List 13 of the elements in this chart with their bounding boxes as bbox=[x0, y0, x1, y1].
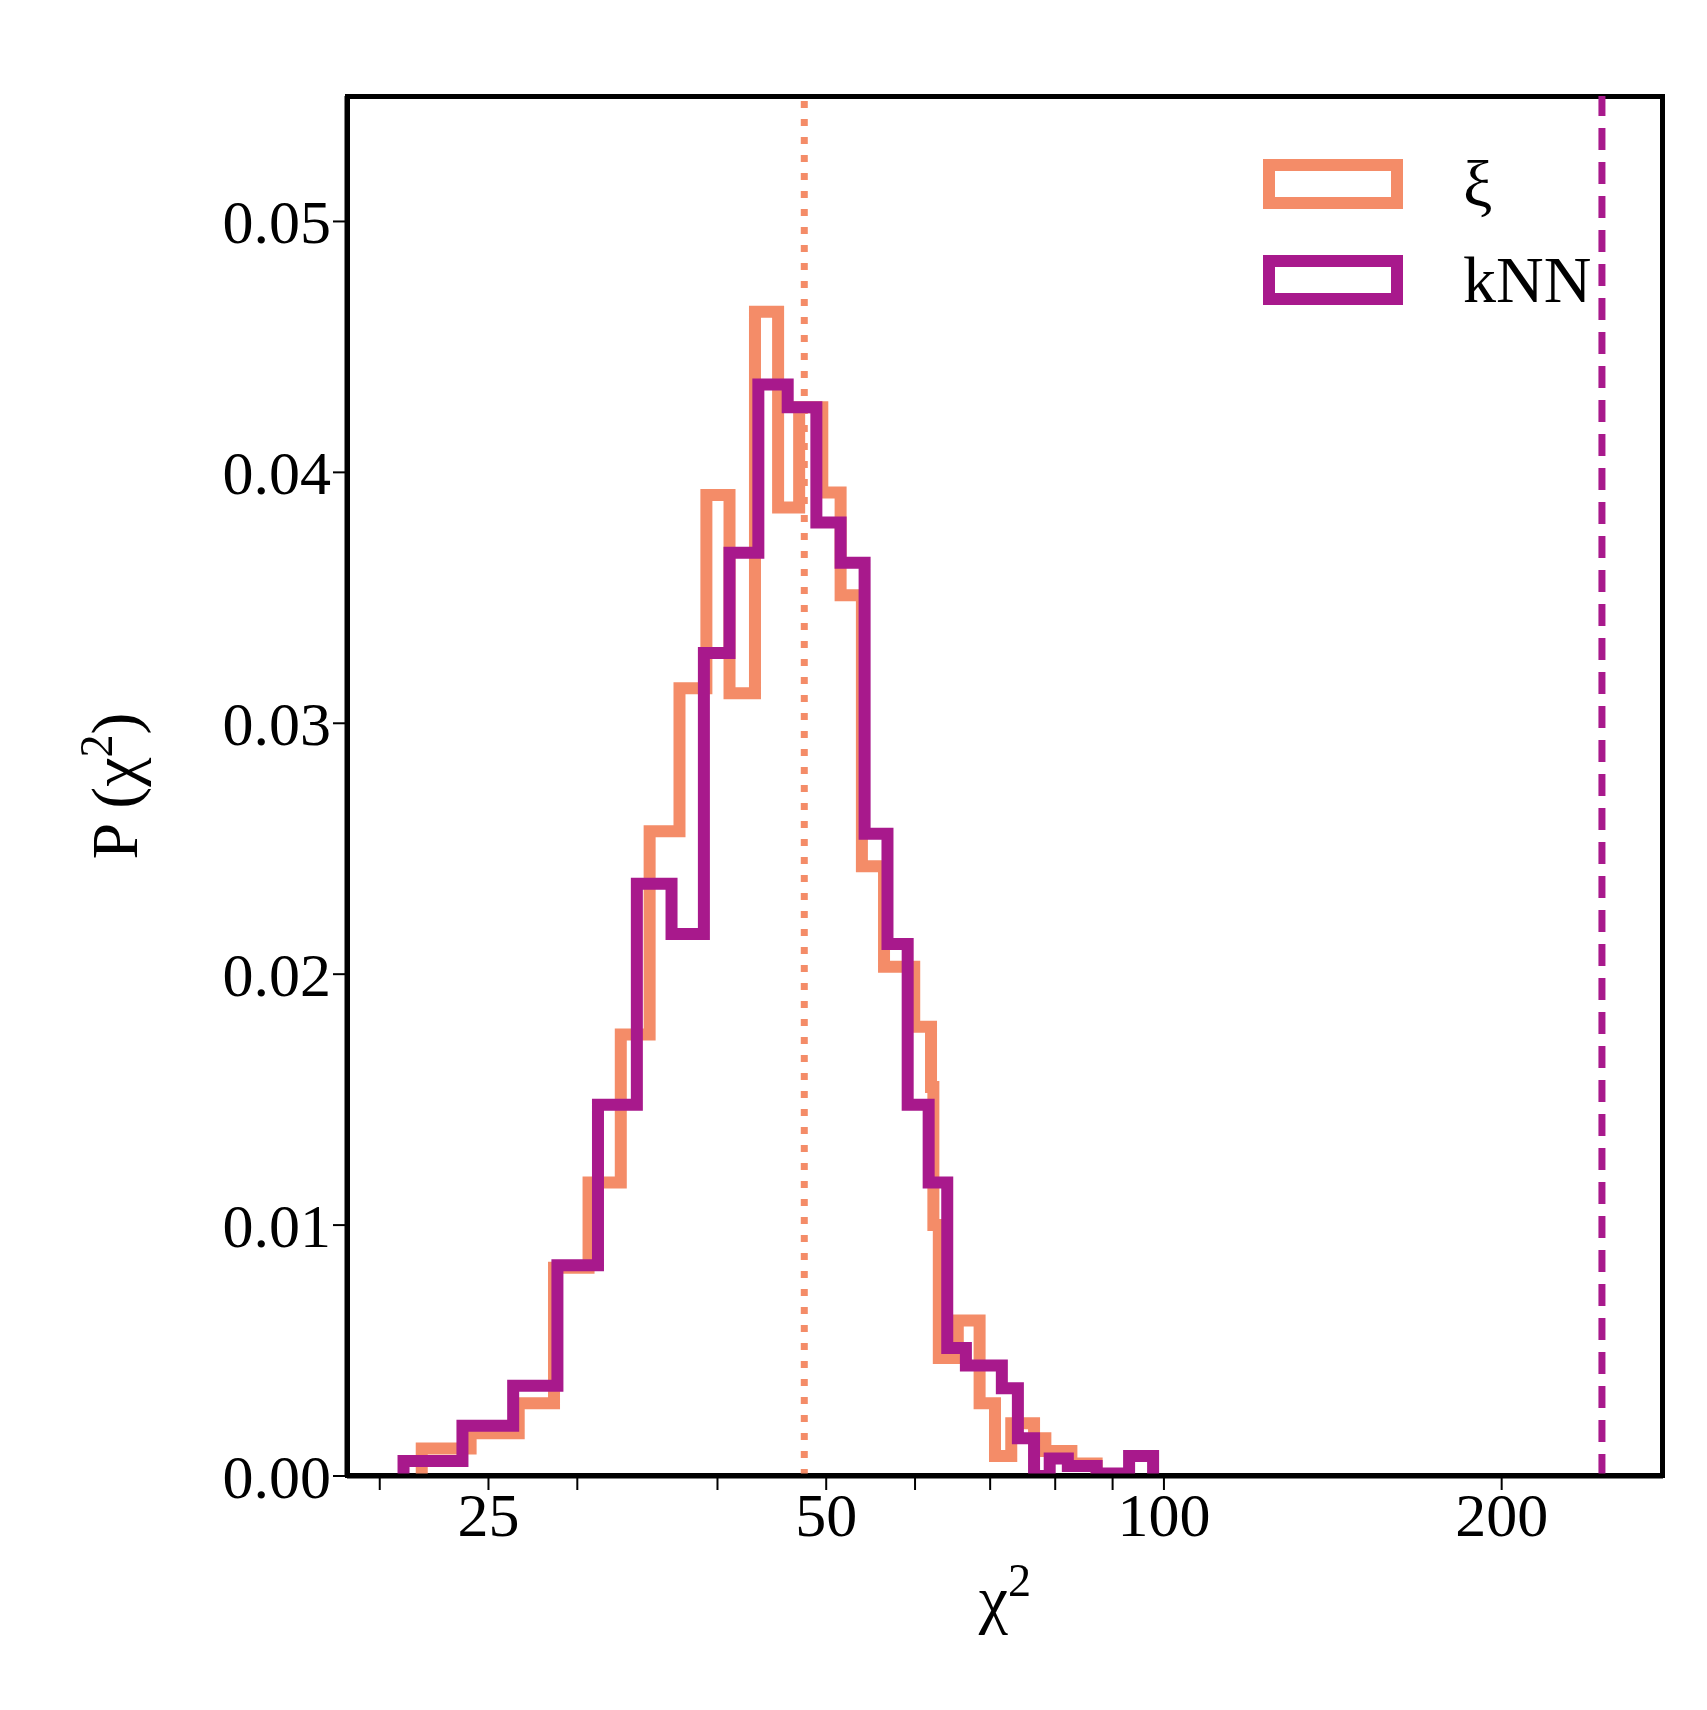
x-tick-label: 25 bbox=[457, 1481, 520, 1550]
y-tick-label: 0.05 bbox=[222, 188, 331, 257]
x-axis-title: χ$^{2}$ bbox=[977, 1554, 1032, 1635]
legend-label: ξ bbox=[1463, 146, 1494, 222]
x-tick-label: 200 bbox=[1455, 1481, 1549, 1550]
y-tick-label: 0.03 bbox=[222, 690, 331, 759]
x-tick-label: 100 bbox=[1117, 1481, 1211, 1550]
y-tick-label: 0.04 bbox=[222, 439, 331, 508]
y-tick-label: 0.00 bbox=[222, 1443, 331, 1512]
x-tick-label: 50 bbox=[795, 1481, 858, 1550]
y-tick-label: 0.02 bbox=[222, 941, 331, 1010]
y-tick-label: 0.01 bbox=[222, 1192, 331, 1261]
legend-label: kNN bbox=[1463, 242, 1593, 318]
